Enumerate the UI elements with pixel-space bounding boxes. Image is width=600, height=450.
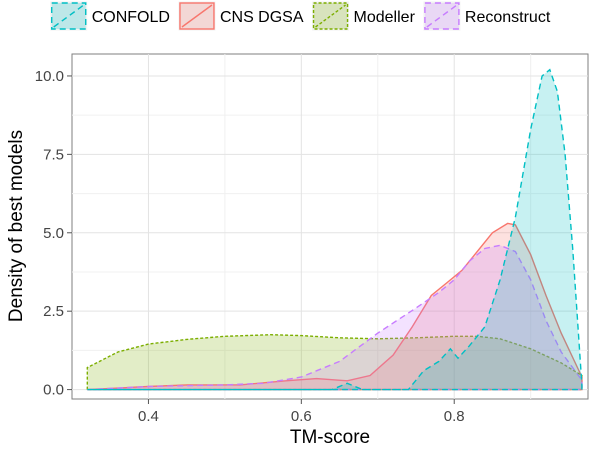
y-tick-label: 0.0 (43, 382, 64, 399)
legend-item-modeller: Modeller (311, 0, 416, 32)
chart-legend: CONFOLD CNS DGSA Modeller Reconstruct (49, 0, 551, 32)
x-tick-label: 0.4 (138, 408, 159, 425)
legend-key-line (181, 4, 213, 28)
legend-key-line (426, 4, 458, 28)
x-tick-label: 0.6 (291, 408, 312, 425)
y-axis-label: Density of best models (6, 130, 27, 322)
legend-label: Modeller (354, 9, 416, 26)
legend-key-line (53, 4, 85, 28)
x-tick-label: 0.8 (444, 408, 465, 425)
y-tick-label: 7.5 (43, 146, 64, 163)
legend-item-cns-dgsa: CNS DGSA (177, 0, 304, 32)
legend-label: Reconstruct (465, 9, 551, 26)
axis-ticks: 0.4 0.6 0.8 0.0 2.5 5.0 7.5 10.0 (35, 68, 465, 425)
y-tick-label: 2.5 (43, 303, 64, 320)
series-area-confold (87, 68, 583, 391)
legend-key-line (315, 4, 346, 28)
x-axis-label: TM-score (290, 427, 370, 448)
series-area-reconstruct (87, 244, 583, 391)
legend-item-reconstruct: Reconstruct (422, 0, 551, 32)
series-area-modeller (86, 333, 583, 391)
legend-label: CONFOLD (92, 9, 170, 26)
y-tick-label: 10.0 (35, 68, 64, 85)
legend-key-swatch (312, 2, 349, 30)
y-tick-label: 5.0 (43, 225, 64, 242)
density-series (86, 68, 583, 391)
legend-item-confold: CONFOLD (49, 0, 170, 32)
legend-label: CNS DGSA (220, 9, 304, 26)
